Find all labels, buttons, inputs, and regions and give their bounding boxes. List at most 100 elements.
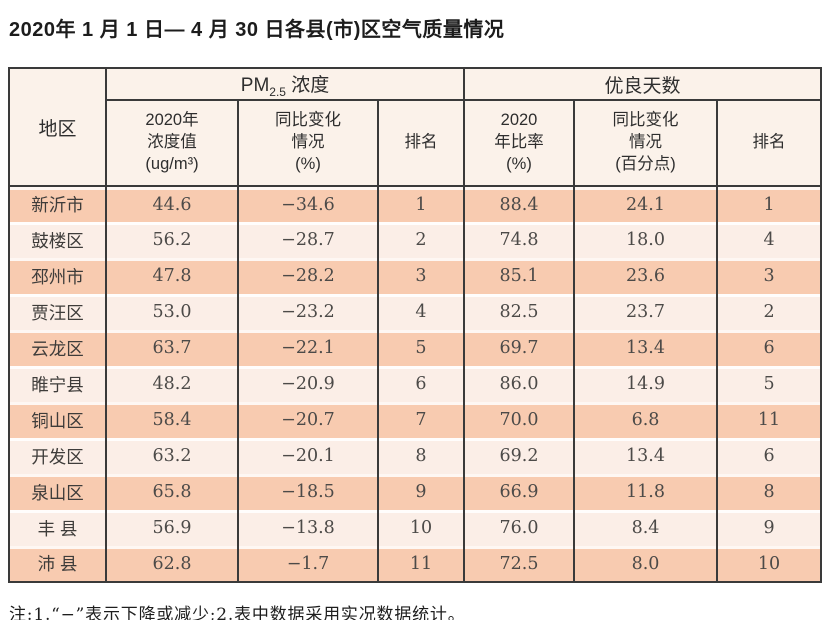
pm-value-cell: 56.9: [105, 510, 239, 546]
pm-rank-cell: 8: [377, 438, 465, 474]
pm-value-cell: 62.8: [105, 546, 239, 582]
pm-rank-cell: 9: [377, 474, 465, 510]
air-quality-table: 地区 PM2.5 浓度 优良天数 2020年 浓度值 (ug/m³) 同比变化 …: [8, 67, 823, 583]
good-rank-cell: 3: [715, 258, 823, 294]
good-change-cell: 18.0: [573, 222, 718, 258]
table-row: 开发区 63.2 −20.1 8 69.2 13.4 6: [8, 438, 823, 474]
pm-change-cell: −28.7: [237, 222, 379, 258]
good-change-cell: 23.7: [573, 294, 718, 330]
pm-change-cell: −1.7: [237, 546, 379, 582]
header-good-ratio: 2020 年比率 (%): [463, 100, 575, 187]
pm-value-cell: 53.0: [105, 294, 239, 330]
good-rank-cell: 1: [715, 186, 823, 222]
pm-value-cell: 63.2: [105, 438, 239, 474]
good-ratio-cell: 86.0: [463, 366, 575, 402]
header-pm-change: 同比变化 情况 (%): [237, 100, 379, 187]
good-change-cell: 6.8: [573, 402, 718, 438]
header-group-good-days: 优良天数: [462, 68, 823, 101]
pm-rank-cell: 5: [377, 330, 465, 366]
good-ratio-cell: 66.9: [463, 474, 575, 510]
header-good-change: 同比变化 情况 (百分点): [573, 100, 718, 187]
table-row: 邳州市 47.8 −28.2 3 85.1 23.6 3: [8, 258, 823, 294]
table-row: 贾汪区 53.0 −23.2 4 82.5 23.7 2: [8, 294, 823, 330]
pm-value-cell: 65.8: [105, 474, 239, 510]
pm-rank-cell: 2: [377, 222, 465, 258]
pm25-subscript: 2.5: [269, 84, 286, 99]
good-change-cell: 23.6: [573, 258, 718, 294]
table-row: 新沂市 44.6 −34.6 1 88.4 24.1 1: [8, 186, 823, 222]
table-header: 地区 PM2.5 浓度 优良天数 2020年 浓度值 (ug/m³) 同比变化 …: [8, 68, 823, 187]
good-rank-cell: 9: [715, 510, 823, 546]
pm-value-cell: 63.7: [105, 330, 239, 366]
good-ratio-cell: 69.7: [463, 330, 575, 366]
sub-header-row: 2020年 浓度值 (ug/m³) 同比变化 情况 (%) 排名 2020 年比…: [9, 100, 823, 187]
pm-value-cell: 47.8: [105, 258, 239, 294]
pm-change-cell: −34.6: [237, 186, 379, 222]
region-cell: 开发区: [8, 438, 107, 474]
table-body: 新沂市 44.6 −34.6 1 88.4 24.1 1 鼓楼区 56.2 −2…: [8, 186, 823, 582]
pm-change-cell: −22.1: [237, 330, 379, 366]
table-row: 睢宁县 48.2 −20.9 6 86.0 14.9 5: [8, 366, 823, 402]
page-title: 2020年 1 月 1 日— 4 月 30 日各县(市)区空气质量情况: [9, 19, 505, 41]
good-change-cell: 13.4: [573, 438, 718, 474]
pm-rank-cell: 7: [377, 402, 465, 438]
pm-change-cell: −23.2: [237, 294, 379, 330]
table-row: 丰 县 56.9 −13.8 10 76.0 8.4 9: [8, 510, 823, 546]
pm-change-cell: −28.2: [237, 258, 379, 294]
pm-rank-cell: 6: [377, 366, 465, 402]
pm-value-cell: 58.4: [105, 402, 239, 438]
pm-change-cell: −18.5: [237, 474, 379, 510]
pm-change-cell: −20.9: [237, 366, 379, 402]
good-rank-cell: 10: [715, 546, 823, 582]
good-rank-cell: 6: [715, 330, 823, 366]
pm-rank-cell: 4: [377, 294, 465, 330]
good-ratio-cell: 82.5: [463, 294, 575, 330]
pm-value-cell: 56.2: [105, 222, 239, 258]
good-rank-cell: 8: [715, 474, 823, 510]
pm25-label: PM: [240, 74, 270, 96]
pm25-suffix: 浓度: [285, 74, 330, 96]
pm-change-cell: −20.1: [237, 438, 379, 474]
pm-change-cell: −20.7: [237, 402, 379, 438]
pm-value-cell: 44.6: [105, 186, 239, 222]
region-cell: 贾汪区: [8, 294, 107, 330]
region-cell: 云龙区: [8, 330, 107, 366]
good-change-cell: 11.8: [573, 474, 718, 510]
good-change-cell: 24.1: [573, 186, 718, 222]
region-cell: 邳州市: [8, 258, 107, 294]
pm-rank-cell: 1: [377, 186, 465, 222]
good-rank-cell: 4: [715, 222, 823, 258]
good-rank-cell: 6: [715, 438, 823, 474]
good-change-cell: 14.9: [573, 366, 718, 402]
pm-rank-cell: 3: [377, 258, 465, 294]
region-cell: 铜山区: [8, 402, 107, 438]
good-rank-cell: 2: [715, 294, 823, 330]
table-row: 泉山区 65.8 −18.5 9 66.9 11.8 8: [8, 474, 823, 510]
good-ratio-cell: 72.5: [463, 546, 575, 582]
header-pm-value: 2020年 浓度值 (ug/m³): [105, 100, 239, 187]
good-ratio-cell: 74.8: [463, 222, 575, 258]
good-change-cell: 13.4: [573, 330, 718, 366]
pm-value-cell: 48.2: [105, 366, 239, 402]
footnote: 注:1.“−”表示下降或减少;2.表中数据采用实况数据统计。: [9, 605, 466, 620]
good-ratio-cell: 88.4: [463, 186, 575, 222]
good-change-cell: 8.0: [573, 546, 718, 582]
good-ratio-cell: 70.0: [463, 402, 575, 438]
table-row: 铜山区 58.4 −20.7 7 70.0 6.8 11: [8, 402, 823, 438]
group-header-row: 地区 PM2.5 浓度 优良天数: [8, 68, 823, 187]
table-row: 沛 县 62.8 −1.7 11 72.5 8.0 10: [8, 546, 823, 582]
header-good-rank: 排名: [715, 100, 823, 187]
good-ratio-cell: 69.2: [463, 438, 575, 474]
good-ratio-cell: 85.1: [463, 258, 575, 294]
good-rank-cell: 5: [715, 366, 823, 402]
region-cell: 睢宁县: [8, 366, 107, 402]
good-ratio-cell: 76.0: [463, 510, 575, 546]
pm-rank-cell: 10: [377, 510, 465, 546]
region-cell: 新沂市: [8, 186, 107, 222]
pm-change-cell: −13.8: [237, 510, 379, 546]
header-group-pm25: PM2.5 浓度: [105, 68, 465, 101]
header-pm-rank: 排名: [377, 100, 465, 187]
table-row: 云龙区 63.7 −22.1 5 69.7 13.4 6: [8, 330, 823, 366]
region-cell: 沛 县: [8, 546, 107, 582]
